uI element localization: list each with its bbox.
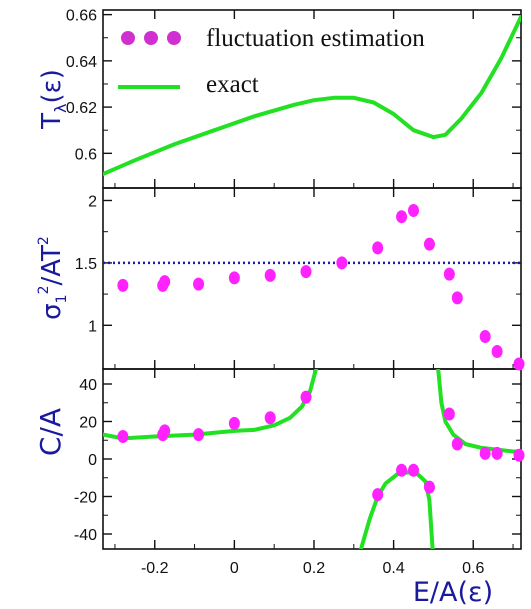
data-point — [443, 407, 455, 421]
data-point — [513, 357, 525, 371]
top-ylabel-main: T — [37, 113, 67, 130]
data-point — [423, 480, 435, 494]
xtick-label: 0.2 — [303, 560, 325, 577]
data-point — [451, 291, 463, 305]
data-point — [443, 267, 455, 281]
bottom-ylabel: C/A — [34, 408, 67, 456]
top-ylabel-arg: (ε) — [37, 69, 67, 103]
xtick-label: 0 — [230, 560, 239, 577]
data-point — [300, 265, 312, 279]
middle-ylabel-sigma: σ — [37, 303, 67, 319]
data-point — [336, 256, 348, 270]
ytick-label: 0.6 — [75, 146, 97, 163]
series-line — [103, 14, 521, 177]
middle-ylabel-sup: 2 — [36, 286, 52, 295]
ytick-label: 1 — [88, 318, 97, 335]
data-point — [423, 237, 435, 251]
xtick-label: 0.6 — [462, 560, 484, 577]
data-point — [228, 271, 240, 285]
xtick-label: 0.4 — [382, 560, 404, 577]
ytick-label: 2 — [88, 193, 97, 210]
middle-ylabel: σ12/AT2 — [36, 236, 70, 320]
data-point — [117, 278, 129, 292]
legend-label-exact: exact — [206, 71, 259, 98]
legend-marker-dot — [121, 31, 135, 45]
middle-ylabel-text: σ12/AT2 — [36, 236, 70, 320]
top-ylabel-text: Tλ(ε) — [37, 69, 70, 130]
middle-ylabel-rest: /AT — [37, 245, 67, 286]
data-point — [396, 463, 408, 477]
data-point — [451, 437, 463, 451]
data-point — [159, 424, 171, 438]
panel-bottom-frame — [102, 368, 522, 550]
data-point — [396, 210, 408, 224]
data-point — [408, 463, 420, 477]
data-point — [479, 446, 491, 460]
top-ylabel: Tλ(ε) — [37, 69, 70, 130]
legend-label-fluctuation: fluctuation estimation — [206, 25, 425, 52]
data-point — [159, 275, 171, 289]
legend-marker-dot — [144, 31, 158, 45]
data-point — [372, 241, 384, 255]
legend-marker-dot — [167, 31, 181, 45]
data-point — [193, 428, 205, 442]
ytick-label: 20 — [79, 415, 97, 432]
middle-ylabel-sup2: 2 — [36, 236, 52, 245]
data-point — [117, 430, 129, 443]
data-point — [300, 390, 312, 404]
data-point — [193, 277, 205, 291]
series-line-segment-2 — [436, 369, 521, 454]
series-line-segment-0 — [103, 369, 318, 441]
ytick-label: 0.66 — [66, 8, 97, 25]
legend: fluctuation estimation exact — [118, 25, 425, 98]
data-point — [372, 488, 384, 502]
data-point — [408, 203, 420, 217]
ytick-label: 1.5 — [75, 256, 97, 273]
ytick-label: -40 — [74, 527, 97, 544]
top-ylabel-sub: λ — [51, 103, 70, 112]
data-point — [479, 330, 491, 344]
data-point — [264, 268, 276, 282]
series-line-segment-1 — [359, 470, 435, 549]
bottom-xlabel: E/A(ε) — [413, 577, 493, 608]
xtick-label: -0.2 — [141, 560, 169, 577]
data-point — [228, 416, 240, 430]
data-point — [264, 411, 276, 425]
ytick-label: 0 — [88, 452, 97, 469]
plot-layer — [103, 14, 525, 549]
data-point — [513, 448, 525, 462]
ytick-label: -20 — [74, 490, 97, 507]
middle-ylabel-sub: 1 — [54, 294, 70, 303]
axes-layer: 0.6 0.62 0.64 0.66 1 1.5 2 -40 -20 0 20 40 -0.2 0 0.2 0… — [66, 8, 521, 577]
data-point — [491, 446, 503, 460]
ytick-label: 0.62 — [66, 100, 97, 117]
ytick-label: 40 — [79, 377, 97, 394]
data-point — [491, 345, 503, 359]
ytick-label: 0.64 — [66, 54, 97, 71]
panel-top-plot — [103, 14, 521, 177]
panel-bottom-plot — [103, 369, 521, 549]
